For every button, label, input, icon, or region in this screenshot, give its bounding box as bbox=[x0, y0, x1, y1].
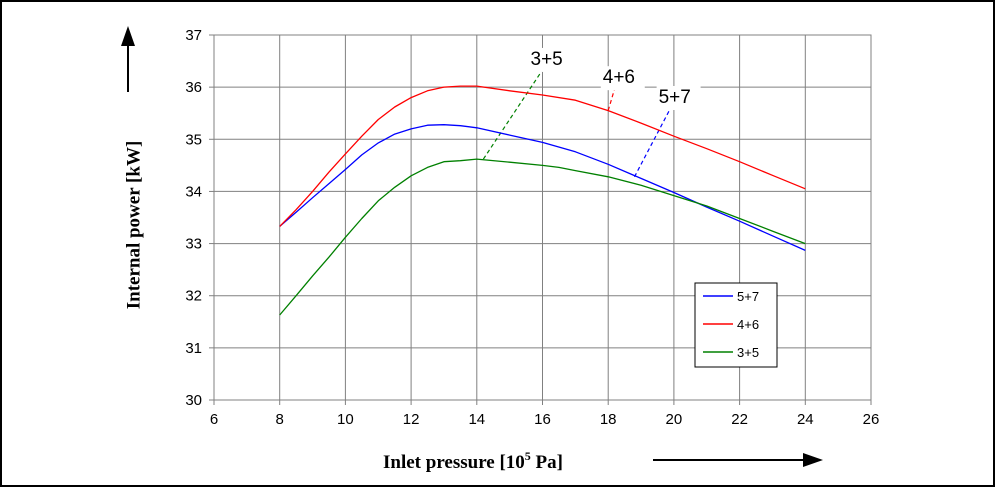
x-tick-label: 16 bbox=[534, 411, 551, 428]
y-tick-label: 30 bbox=[185, 392, 202, 409]
y-tick-label: 33 bbox=[185, 236, 202, 253]
legend-label: 5+7 bbox=[737, 289, 759, 304]
x-tick-label: 20 bbox=[666, 411, 683, 428]
x-tick-label: 22 bbox=[731, 411, 748, 428]
callout-label-5+7: 5+7 bbox=[659, 87, 691, 108]
x-tick-label: 14 bbox=[468, 411, 485, 428]
y-tick-label: 37 bbox=[185, 27, 202, 44]
y-tick-label: 36 bbox=[185, 79, 202, 96]
callout-backdrop bbox=[528, 47, 573, 72]
series-line-4+6 bbox=[279, 85, 806, 227]
callout-backdrop bbox=[600, 66, 645, 91]
y-tick-label: 32 bbox=[185, 288, 202, 305]
callout-backdrop bbox=[656, 86, 701, 110]
y-axis-title: Internal power [kW] bbox=[123, 141, 144, 310]
series-line-3+5 bbox=[279, 158, 806, 316]
x-tick-label: 10 bbox=[337, 411, 354, 428]
callout-leader-4+6 bbox=[607, 88, 616, 111]
y-tick-label: 31 bbox=[185, 340, 202, 357]
x-tick-label: 24 bbox=[797, 411, 814, 428]
callout-label-3+5: 3+5 bbox=[531, 49, 563, 70]
legend: 5+7 4+6 3+5 bbox=[694, 282, 778, 368]
series-line-5+7 bbox=[279, 124, 806, 251]
y-axis-label: Internal power [kW] bbox=[123, 141, 144, 310]
series-callouts: 5+7 4+6 3+5 bbox=[482, 47, 701, 178]
y-tick-label: 35 bbox=[185, 131, 202, 148]
x-tick-labels: 6 8 10 12 14 16 18 20 22 24 26 bbox=[210, 411, 880, 428]
y-axis-arrow-icon bbox=[121, 26, 135, 92]
x-tick-label: 12 bbox=[403, 411, 420, 428]
x-tick-label: 26 bbox=[863, 411, 880, 428]
callout-leader-3+5 bbox=[482, 69, 544, 160]
legend-label: 3+5 bbox=[737, 345, 759, 360]
x-tick-label: 18 bbox=[600, 411, 617, 428]
callout-label-4+6: 4+6 bbox=[603, 67, 635, 88]
x-tick-label: 6 bbox=[210, 411, 218, 428]
x-axis-arrow-icon bbox=[653, 453, 823, 467]
y-tick-labels: 30 31 32 33 34 35 36 37 bbox=[185, 27, 202, 409]
callout-leader-5+7 bbox=[633, 107, 672, 178]
legend-box bbox=[694, 282, 778, 368]
x-tick-label: 8 bbox=[276, 411, 284, 428]
legend-label: 4+6 bbox=[737, 317, 759, 332]
x-axis-label: Inlet pressure [105 Pa] bbox=[383, 449, 563, 473]
series-lines bbox=[279, 85, 806, 316]
y-tick-label: 34 bbox=[185, 183, 202, 200]
